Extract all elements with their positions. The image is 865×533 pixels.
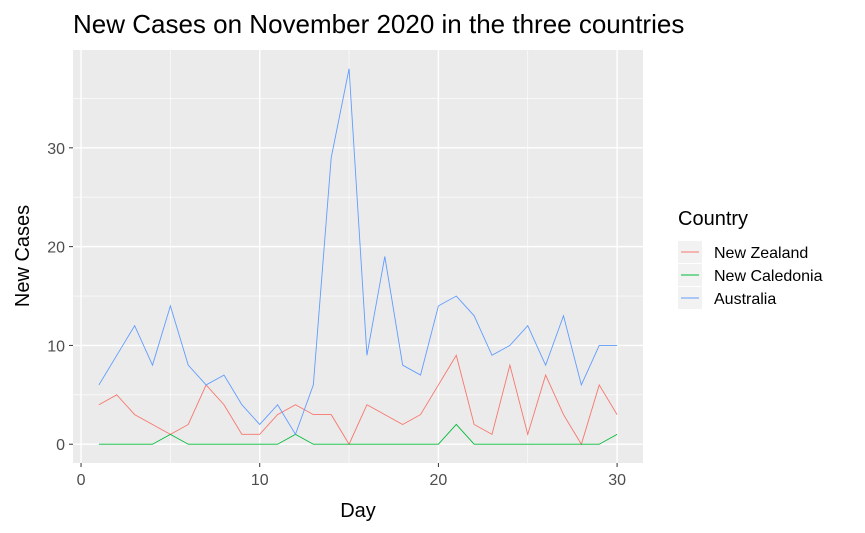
series-line-australia: [98, 68, 618, 436]
y-tick-label: 10: [47, 338, 65, 355]
legend-label: New Zealand: [714, 245, 808, 262]
y-tick-label: 30: [47, 141, 65, 158]
series-lines: [98, 68, 618, 446]
legend-title: Country: [678, 208, 748, 230]
x-tick-label: 20: [430, 472, 448, 489]
series-line-new-caledonia: [98, 423, 618, 445]
x-tick-label: 10: [251, 472, 269, 489]
x-axis-title: Day: [340, 500, 376, 522]
x-tick-label: 0: [77, 472, 86, 489]
x-axis: 0 10 20 30: [77, 463, 626, 489]
plot-panel: [73, 50, 643, 463]
x-tick-label: 30: [608, 472, 626, 489]
y-tick-label: 0: [56, 437, 65, 454]
y-axis: 0 10 20 30: [47, 141, 73, 454]
chart-title: New Cases on November 2020 in the three …: [73, 9, 684, 39]
legend-label: Australia: [714, 291, 776, 308]
y-axis-title: New Cases: [12, 205, 34, 307]
legend-label: New Caledonia: [714, 268, 823, 285]
legend: Country New Zealand New Caledonia Australi…: [678, 208, 823, 309]
grid-lines: [73, 50, 643, 463]
series-line-new-zealand: [98, 354, 618, 446]
y-tick-label: 20: [47, 240, 65, 257]
